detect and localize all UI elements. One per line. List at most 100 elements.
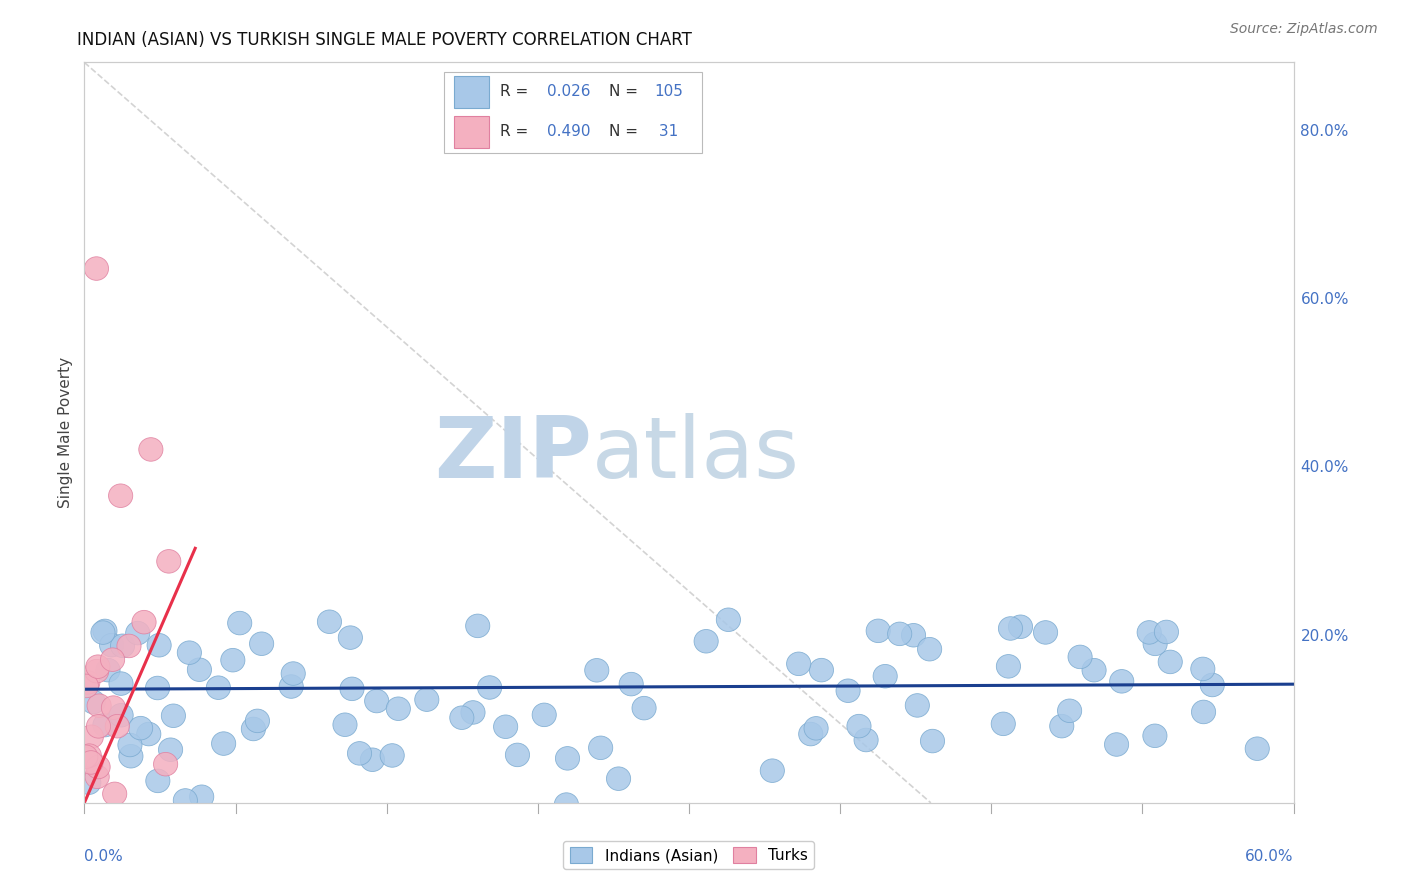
Ellipse shape xyxy=(120,745,143,768)
Text: atlas: atlas xyxy=(592,413,800,496)
Ellipse shape xyxy=(162,704,186,728)
Ellipse shape xyxy=(606,767,631,790)
Ellipse shape xyxy=(804,716,828,740)
Ellipse shape xyxy=(554,793,578,816)
Ellipse shape xyxy=(1057,699,1081,723)
Ellipse shape xyxy=(96,658,120,681)
Ellipse shape xyxy=(190,785,214,808)
Ellipse shape xyxy=(1143,632,1167,656)
Ellipse shape xyxy=(901,624,925,647)
Ellipse shape xyxy=(619,673,644,696)
Ellipse shape xyxy=(465,614,489,638)
Ellipse shape xyxy=(249,632,274,656)
Ellipse shape xyxy=(866,619,890,642)
Ellipse shape xyxy=(228,611,252,635)
Y-axis label: Single Male Poverty: Single Male Poverty xyxy=(58,357,73,508)
Ellipse shape xyxy=(101,696,125,719)
Ellipse shape xyxy=(761,759,785,782)
Ellipse shape xyxy=(105,714,129,738)
Ellipse shape xyxy=(84,659,108,683)
Ellipse shape xyxy=(716,608,741,632)
Ellipse shape xyxy=(100,648,125,672)
Ellipse shape xyxy=(478,676,502,699)
Ellipse shape xyxy=(187,658,211,681)
Ellipse shape xyxy=(887,622,911,646)
Ellipse shape xyxy=(585,658,609,682)
Ellipse shape xyxy=(79,751,103,774)
Ellipse shape xyxy=(245,709,270,732)
Ellipse shape xyxy=(918,638,942,661)
Ellipse shape xyxy=(1159,650,1182,673)
Ellipse shape xyxy=(82,856,105,880)
Ellipse shape xyxy=(221,648,245,672)
Ellipse shape xyxy=(846,714,872,738)
Ellipse shape xyxy=(1008,615,1032,639)
Ellipse shape xyxy=(86,714,111,738)
Ellipse shape xyxy=(461,701,485,724)
Ellipse shape xyxy=(786,652,811,675)
Ellipse shape xyxy=(110,704,134,727)
Ellipse shape xyxy=(837,679,860,703)
Ellipse shape xyxy=(177,640,201,665)
Ellipse shape xyxy=(555,747,579,770)
Ellipse shape xyxy=(1246,737,1270,761)
Ellipse shape xyxy=(139,438,163,461)
Ellipse shape xyxy=(997,655,1021,678)
Ellipse shape xyxy=(148,633,172,657)
Text: 60.0%: 60.0% xyxy=(1246,849,1294,864)
Ellipse shape xyxy=(318,610,342,633)
Ellipse shape xyxy=(695,630,718,653)
Ellipse shape xyxy=(128,716,153,739)
Ellipse shape xyxy=(145,676,170,700)
Ellipse shape xyxy=(108,484,132,508)
Ellipse shape xyxy=(380,744,405,767)
Ellipse shape xyxy=(1033,621,1057,644)
Ellipse shape xyxy=(387,697,411,721)
Ellipse shape xyxy=(103,782,127,805)
Legend: Indians (Asian), Turks: Indians (Asian), Turks xyxy=(564,841,814,869)
Ellipse shape xyxy=(1159,814,1182,838)
Ellipse shape xyxy=(91,839,115,863)
Ellipse shape xyxy=(173,789,197,813)
Ellipse shape xyxy=(266,836,291,859)
Ellipse shape xyxy=(1069,645,1092,669)
Ellipse shape xyxy=(415,688,439,712)
Ellipse shape xyxy=(202,825,228,848)
Ellipse shape xyxy=(73,858,97,882)
Ellipse shape xyxy=(1137,621,1161,644)
Ellipse shape xyxy=(991,712,1015,736)
Ellipse shape xyxy=(91,621,115,644)
Ellipse shape xyxy=(136,723,160,746)
Ellipse shape xyxy=(340,677,364,700)
Ellipse shape xyxy=(77,771,101,795)
Ellipse shape xyxy=(339,626,363,649)
Ellipse shape xyxy=(156,549,181,574)
Ellipse shape xyxy=(1201,673,1225,697)
Ellipse shape xyxy=(1191,700,1216,723)
Ellipse shape xyxy=(510,838,536,861)
Ellipse shape xyxy=(84,257,108,280)
Ellipse shape xyxy=(1050,714,1074,738)
Ellipse shape xyxy=(73,813,97,837)
Ellipse shape xyxy=(125,622,150,645)
Ellipse shape xyxy=(82,690,105,714)
Ellipse shape xyxy=(810,658,834,681)
Ellipse shape xyxy=(82,805,105,829)
Text: Source: ZipAtlas.com: Source: ZipAtlas.com xyxy=(1230,22,1378,37)
Ellipse shape xyxy=(111,634,135,657)
Ellipse shape xyxy=(146,769,170,793)
Ellipse shape xyxy=(117,634,141,657)
Ellipse shape xyxy=(100,633,124,657)
Ellipse shape xyxy=(505,743,530,767)
Ellipse shape xyxy=(79,725,104,748)
Ellipse shape xyxy=(360,748,384,772)
Ellipse shape xyxy=(77,744,101,767)
Ellipse shape xyxy=(787,805,811,828)
Ellipse shape xyxy=(118,733,142,756)
Ellipse shape xyxy=(86,655,110,679)
Ellipse shape xyxy=(853,728,879,752)
Ellipse shape xyxy=(1109,670,1133,693)
Ellipse shape xyxy=(1143,724,1167,747)
Ellipse shape xyxy=(76,671,100,694)
Ellipse shape xyxy=(921,730,945,753)
